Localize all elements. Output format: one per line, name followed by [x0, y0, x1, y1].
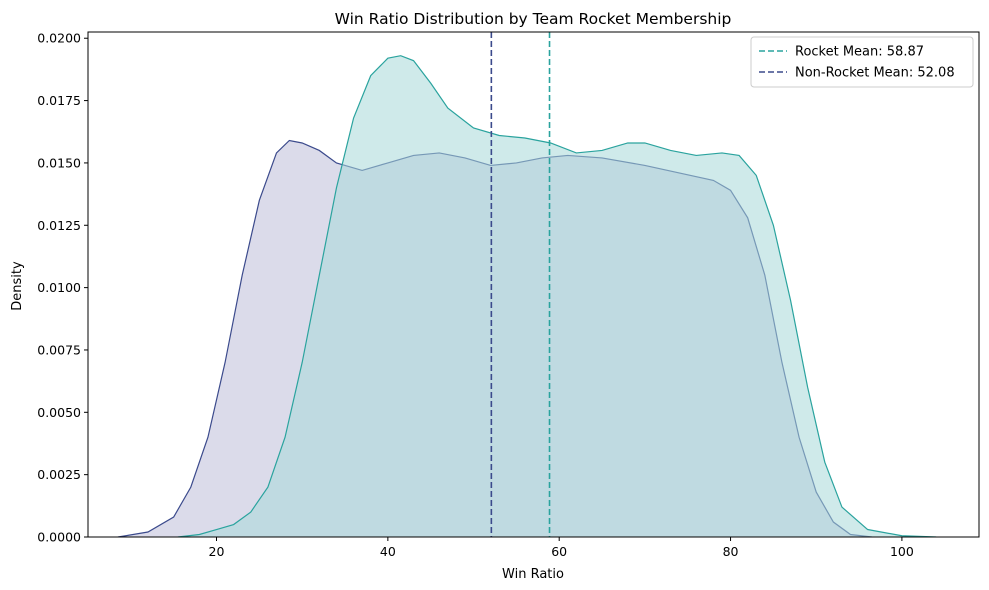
- x-axis-label: Win Ratio: [502, 567, 564, 582]
- x-tick-label: 40: [380, 544, 396, 559]
- y-tick-label: 0.0075: [37, 342, 81, 357]
- axes: 20 40 60 80 100 0.0000 0.0025 0.0050 0.0075 0.010…: [37, 31, 980, 559]
- x-tick-label: 60: [551, 544, 567, 559]
- legend: Rocket Mean: 58.87 Non-Rocket Mean: 52.08: [750, 36, 974, 88]
- legend-label-non_rocket: Non-Rocket Mean: 52.08: [795, 66, 955, 81]
- y-tick-label: 0.0025: [37, 467, 81, 482]
- y-axis-label: Density: [10, 261, 25, 311]
- y-tick-label: 0.0200: [37, 31, 81, 46]
- y-tick-label: 0.0000: [37, 530, 81, 545]
- legend-label-rocket: Rocket Mean: 58.87: [795, 45, 924, 60]
- plot-area: [117, 32, 937, 537]
- chart-title: Win Ratio Distribution by Team Rocket Me…: [335, 10, 732, 28]
- axes-frame: [87, 31, 980, 538]
- y-tick-label: 0.0100: [37, 280, 81, 295]
- x-tick-label: 100: [890, 544, 914, 559]
- y-tick-label: 0.0175: [37, 93, 81, 108]
- density-line-rocket: [177, 55, 937, 537]
- density-fill-rocket: [177, 55, 937, 537]
- x-tick-label: 20: [209, 544, 225, 559]
- x-tick-label: 80: [723, 544, 739, 559]
- legend-box: [750, 36, 974, 88]
- y-tick-label: 0.0050: [37, 405, 81, 420]
- y-tick-label: 0.0125: [37, 218, 81, 233]
- y-tick-label: 0.0150: [37, 155, 81, 170]
